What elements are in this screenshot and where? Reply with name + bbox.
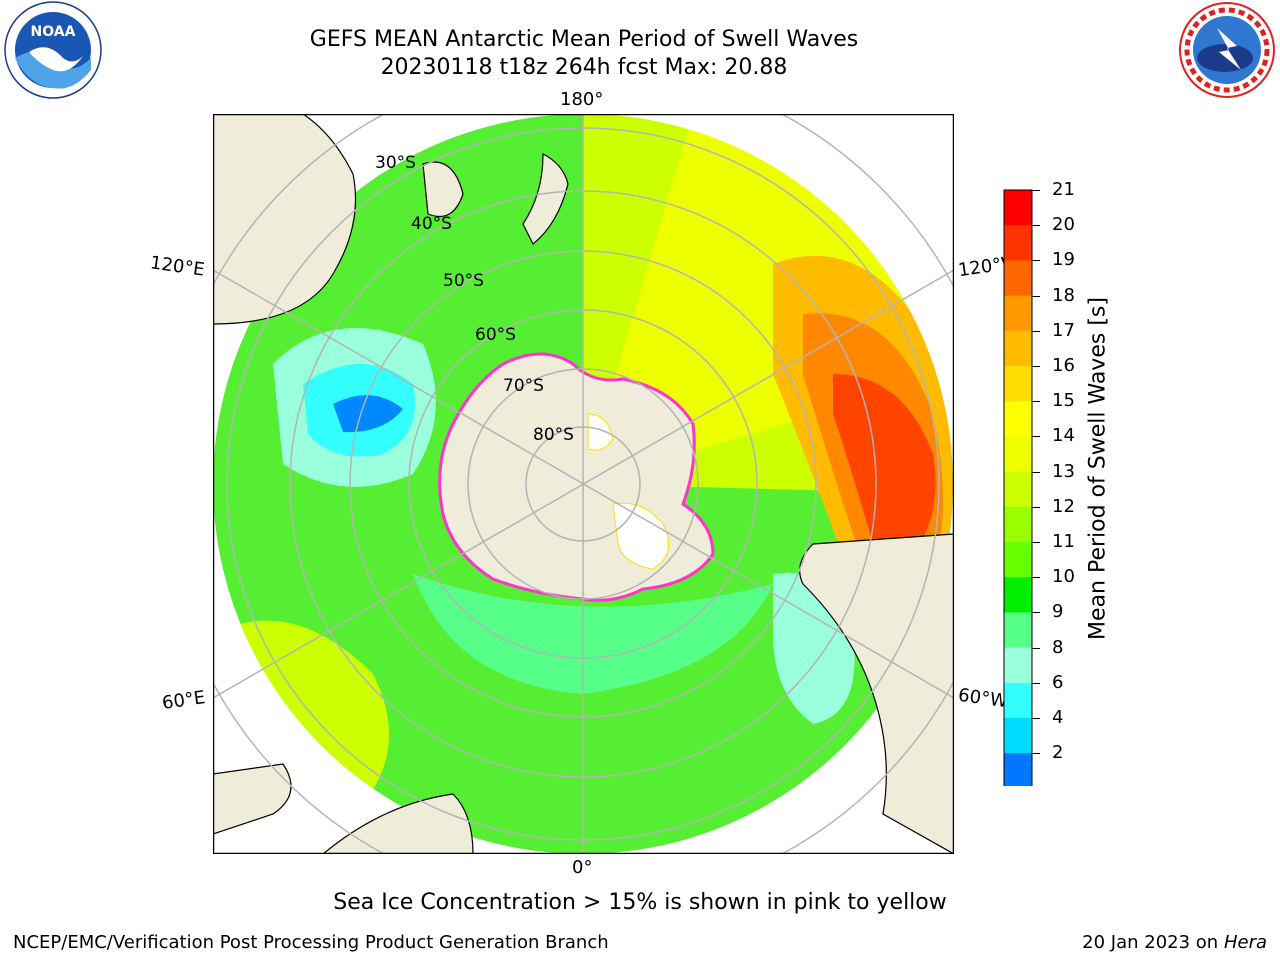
colorbar-tick-mark: [1032, 612, 1040, 614]
colorbar-tick-label: 12: [1052, 495, 1075, 517]
chart-title: GEFS MEAN Antarctic Mean Period of Swell…: [309, 27, 859, 52]
colorbar-segment: [1004, 682, 1032, 719]
lon-label-0: 0°: [572, 857, 593, 878]
colorbar-tick-mark: [1032, 330, 1040, 332]
colorbar-tick-label: 15: [1052, 390, 1075, 412]
colorbar-tick-label: 13: [1052, 460, 1075, 482]
colorbar-tick-mark: [1032, 718, 1040, 719]
colorbar-segment: [1004, 295, 1032, 332]
chart-subtitle: 20230118 t18z 264h fcst Max: 20.88: [380, 55, 788, 80]
footer-date: 20 Jan 2023 on Hera: [1082, 932, 1267, 953]
colorbar-tick-mark: [1032, 366, 1040, 367]
lat-label-60s: 60°S: [475, 325, 516, 345]
landmasses: [212, 113, 955, 856]
footer-date-text: 20 Jan 2023 on: [1082, 932, 1224, 953]
colorbar-segment: [1004, 471, 1032, 508]
colorbar-tick-mark: [1032, 753, 1040, 755]
colorbar-segment: [1004, 647, 1032, 684]
colorbar-tick-label: 17: [1052, 319, 1075, 341]
map-panel: 30°S 40°S 50°S 60°S 70°S 80°S: [162, 63, 1004, 905]
colorbar-segment: [1004, 753, 1032, 789]
colorbar-segment: [1004, 260, 1032, 297]
colorbar-tick-mark: [1032, 295, 1040, 297]
colorbar-tick-label: 20: [1052, 214, 1075, 236]
colorbar-segment: [1004, 190, 1032, 226]
colorbar-tick-label: 6: [1052, 671, 1064, 693]
noaa-logo: NOAA: [3, 0, 103, 100]
colorbar-tick-label: 11: [1052, 531, 1075, 552]
footer-machine: Hera: [1223, 932, 1267, 953]
colorbar-tick-label: 19: [1052, 249, 1075, 271]
colorbar: [1000, 186, 1040, 818]
colorbar-tick-label: 16: [1052, 355, 1075, 376]
colorbar-segment: [1004, 612, 1032, 649]
lat-label-40s: 40°S: [411, 214, 452, 234]
colorbar-segment: [1004, 542, 1032, 578]
colorbar-tick-label: 21: [1052, 179, 1075, 200]
colorbar-segment: [1004, 436, 1032, 473]
nws-logo: [1177, 0, 1277, 100]
colorbar-tick-mark: [1032, 542, 1040, 543]
colorbar-segment: [1004, 577, 1032, 613]
colorbar-tick-mark: [1032, 401, 1040, 403]
colorbar-segment: [1004, 330, 1032, 367]
noaa-logo-text: NOAA: [31, 24, 76, 40]
colorbar-tick-mark: [1032, 682, 1040, 684]
lat-label-80s: 80°S: [533, 425, 574, 445]
footer-branch: NCEP/EMC/Verification Post Processing Pr…: [13, 932, 609, 953]
colorbar-tick-mark: [1032, 225, 1040, 227]
lat-label-30s: 30°S: [375, 153, 416, 173]
lon-label-60e: 60°E: [160, 687, 207, 714]
colorbar-tick-label: 18: [1052, 284, 1075, 306]
colorbar-tick-label: 4: [1052, 707, 1064, 728]
lon-label-120e: 120°E: [148, 252, 206, 281]
colorbar-tick-label: 9: [1052, 601, 1064, 623]
colorbar-tick-mark: [1032, 471, 1040, 473]
colorbar-tick-mark: [1032, 190, 1040, 191]
colorbar-segment: [1004, 718, 1032, 754]
polar-map: 30°S 40°S 50°S 60°S 70°S 80°S: [162, 63, 1004, 905]
colorbar-segment: [1004, 366, 1032, 402]
lon-label-180: 180°: [560, 89, 604, 110]
antarctica: [438, 352, 715, 602]
colorbar-segment: [1004, 401, 1032, 437]
sea-ice-caption: Sea Ice Concentration > 15% is shown in …: [333, 890, 947, 915]
colorbar-tick-mark: [1032, 647, 1040, 649]
colorbar-segment: [1004, 225, 1032, 261]
lat-label-50s: 50°S: [443, 271, 484, 291]
lat-label-70s: 70°S: [503, 376, 544, 396]
colorbar-tick-mark: [1032, 260, 1040, 262]
colorbar-tick-label: 14: [1052, 425, 1075, 447]
colorbar-tick-label: 8: [1052, 636, 1064, 658]
colorbar-segment: [1004, 506, 1032, 543]
colorbar-tick-mark: [1032, 436, 1040, 438]
colorbar-tick-label: 10: [1052, 566, 1075, 588]
colorbar-label: Mean Period of Swell Waves [s]: [1085, 297, 1111, 640]
colorbar-tick-mark: [1032, 506, 1040, 508]
colorbar-tick-label: 2: [1052, 742, 1064, 764]
colorbar-tick-mark: [1032, 577, 1040, 579]
